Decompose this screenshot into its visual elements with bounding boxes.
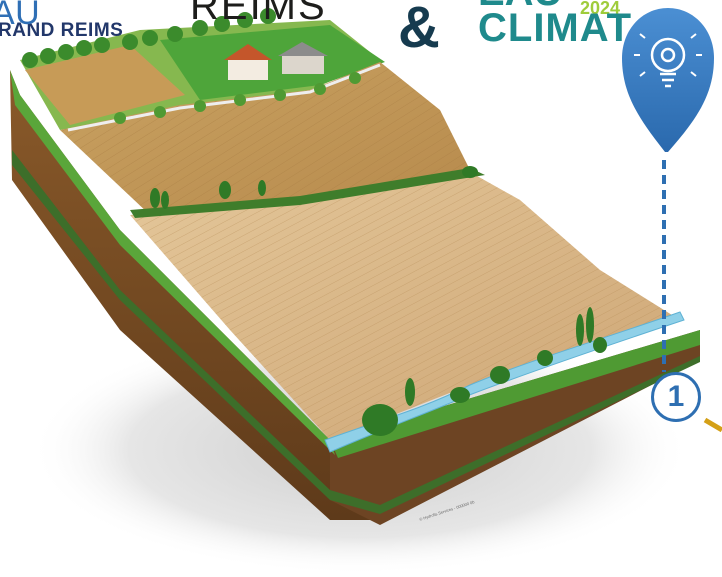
hedge-trees — [150, 166, 478, 209]
grass-edge-front — [330, 330, 700, 458]
logo-ampersand: & — [398, 0, 440, 60]
logo-year: 2024 — [580, 0, 621, 18]
eau-logo-text: EAU — [478, 0, 562, 15]
climat-logo-text: CLIMAT — [478, 6, 633, 50]
cliff-front — [330, 330, 700, 525]
farm-lawn — [160, 25, 385, 100]
agence-logo-name: RAND REIMS — [0, 20, 124, 41]
reims-logo: REIMS — [190, 0, 327, 28]
tree-line-fence — [114, 72, 361, 124]
agence-logo: AU RAND REIMS — [0, 0, 124, 42]
tree-line-top — [22, 8, 276, 68]
agence-logo-prefix: AU — [0, 0, 41, 32]
gear-lightbulb-icon — [622, 8, 714, 152]
hedge-row — [130, 168, 485, 218]
farm-field-left — [25, 45, 185, 125]
marker-number-badge[interactable]: 1 — [651, 372, 701, 422]
grass-edge-left — [10, 70, 335, 455]
farmhouse — [224, 42, 328, 80]
river-trees — [362, 307, 607, 436]
